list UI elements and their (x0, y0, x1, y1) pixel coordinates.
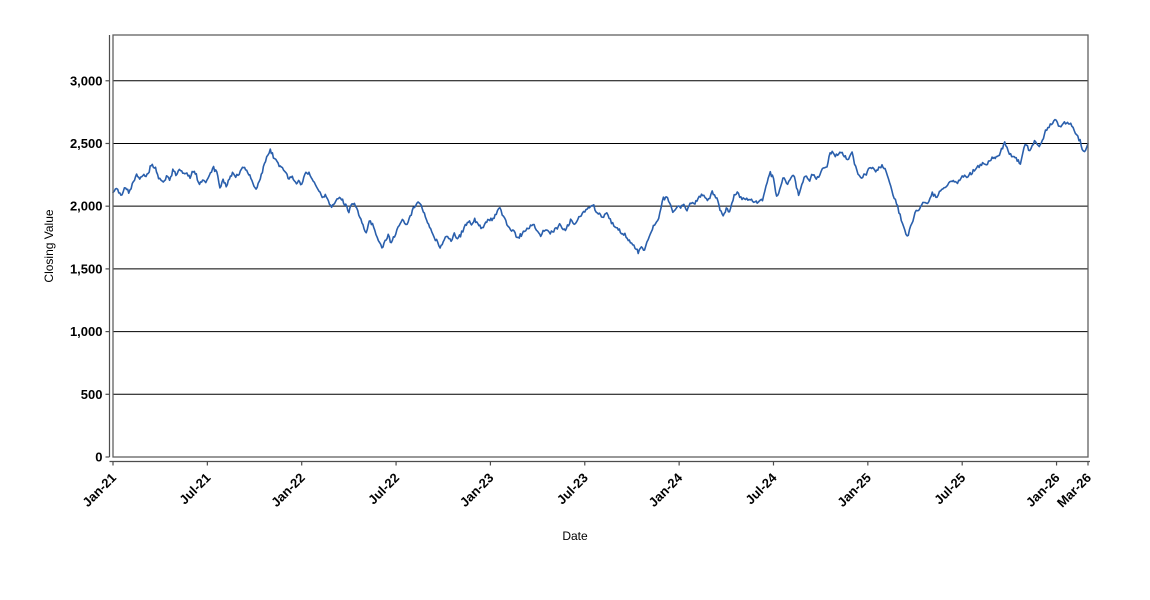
x-tick-label: Mar-26 (1054, 470, 1094, 510)
y-tick-label: 2,000 (70, 199, 103, 214)
x-tick-label: Jan-21 (79, 470, 119, 510)
closing-value-series-line (112, 118, 1089, 255)
x-axis-title: Date (562, 529, 588, 543)
plot-border (112, 34, 1089, 458)
y-tick-label: 1,500 (70, 261, 103, 276)
x-tick-label: Jan-24 (646, 469, 686, 509)
y-tick-label: 0 (95, 450, 102, 465)
x-tick-label: Jan-22 (268, 470, 308, 510)
y-tick-label: 2,500 (70, 136, 103, 151)
y-tick-label: 1,000 (70, 324, 103, 339)
x-tick-label: Jan-23 (457, 470, 497, 510)
x-tick-label: Jul-25 (931, 470, 968, 507)
y-axis-title: Closing Value (42, 209, 56, 283)
y-tick-label: 500 (81, 387, 103, 402)
x-tick-label: Jan-25 (834, 470, 874, 510)
x-tick-label: Jul-22 (365, 470, 402, 507)
x-tick-label: Jul-21 (176, 470, 213, 507)
x-tick-label: Jul-23 (554, 470, 591, 507)
plot-area (113, 35, 1088, 457)
x-tick-label: Jul-24 (742, 469, 780, 507)
y-tick-label: 3,000 (70, 73, 103, 88)
